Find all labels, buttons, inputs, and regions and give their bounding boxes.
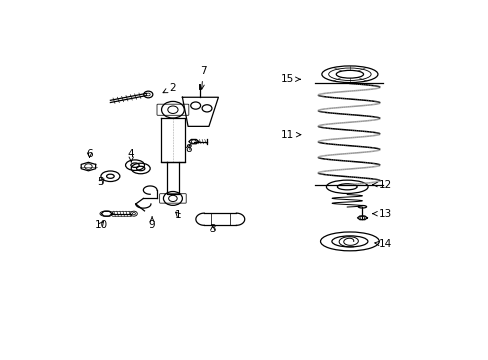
- Text: 3: 3: [209, 224, 216, 234]
- Text: 7: 7: [200, 66, 206, 89]
- Text: 11: 11: [281, 130, 300, 140]
- Text: 8: 8: [184, 144, 191, 153]
- Text: 13: 13: [372, 209, 391, 219]
- Text: 9: 9: [148, 217, 155, 230]
- Text: 4: 4: [128, 149, 134, 162]
- Text: 15: 15: [281, 74, 300, 84]
- Text: 10: 10: [94, 220, 107, 230]
- Text: 6: 6: [86, 149, 93, 159]
- Text: 14: 14: [374, 239, 391, 249]
- Text: 1: 1: [175, 210, 182, 220]
- Text: 12: 12: [372, 180, 391, 190]
- Text: 5: 5: [98, 177, 104, 187]
- Text: 2: 2: [163, 82, 176, 93]
